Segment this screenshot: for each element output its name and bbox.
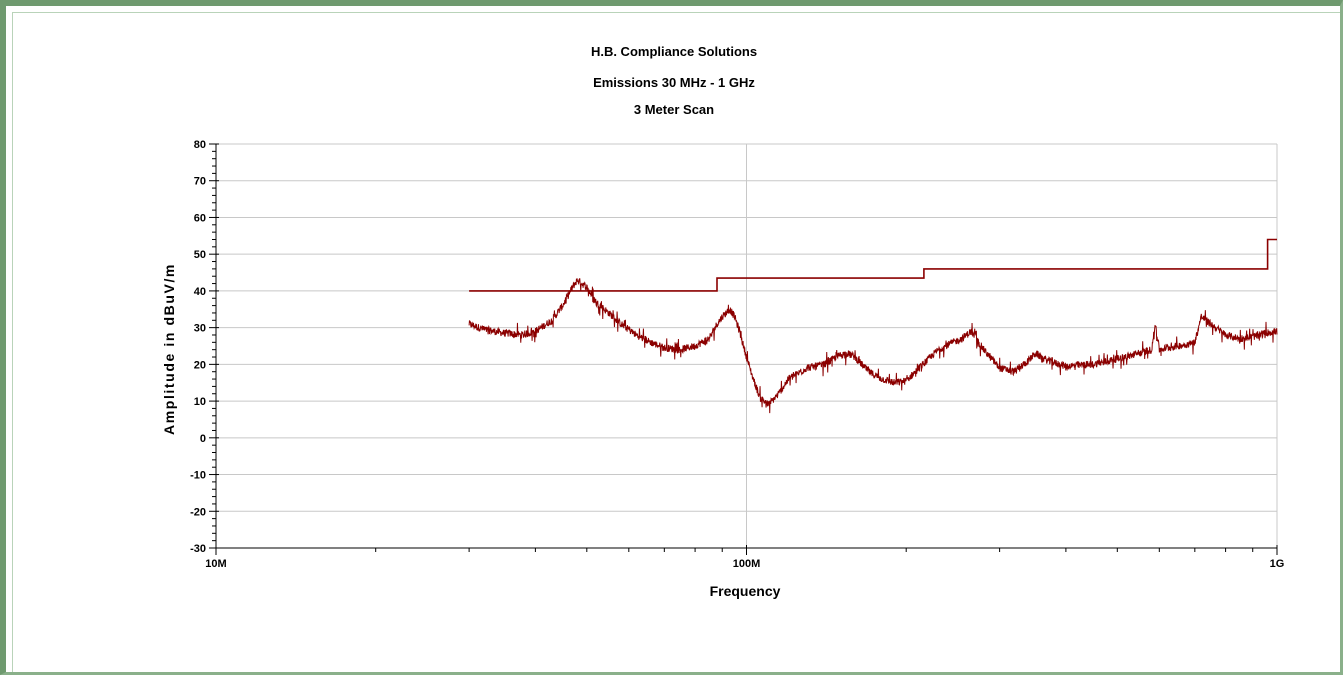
emissions-trace [468, 278, 1278, 414]
chart-panel: H.B. Compliance Solutions Emissions 30 M… [12, 12, 1340, 672]
x-tick-label: 1G [1270, 558, 1285, 570]
x-axis-title: Frequency [710, 583, 781, 599]
label-layer: -30 -20 -10 0 10 20 30 40 50 60 70 80 10M 100M 1G [190, 139, 1284, 570]
grid-layer [215, 143, 1278, 549]
y-tick-label: 10 [194, 396, 206, 408]
y-axis-title: Amplitude in dBuV/m [161, 263, 177, 435]
y-tick-label: -20 [190, 506, 206, 518]
series-layer [468, 238, 1278, 414]
x-tick-label: 100M [733, 558, 761, 570]
y-tick-label: 60 [194, 212, 206, 224]
limit-line [469, 238, 1277, 292]
chart-subtitle: Emissions 30 MHz - 1 GHz [593, 75, 755, 90]
x-tick-label: 10M [205, 558, 226, 570]
axis-layer [209, 143, 1278, 555]
y-tick-label: 70 [194, 176, 206, 188]
y-tick-label: 50 [194, 249, 206, 261]
y-tick-label: -30 [190, 543, 206, 555]
y-tick-label: 40 [194, 286, 206, 298]
y-tick-label: 20 [194, 359, 206, 371]
emissions-chart: H.B. Compliance Solutions Emissions 30 M… [161, 44, 1284, 599]
y-tick-label: 80 [194, 139, 206, 151]
y-tick-label: 0 [200, 433, 206, 445]
y-tick-label: -10 [190, 470, 206, 482]
chart-title: H.B. Compliance Solutions [591, 44, 757, 59]
chart-subtitle-scan: 3 Meter Scan [634, 102, 714, 117]
y-tick-label: 30 [194, 323, 206, 335]
